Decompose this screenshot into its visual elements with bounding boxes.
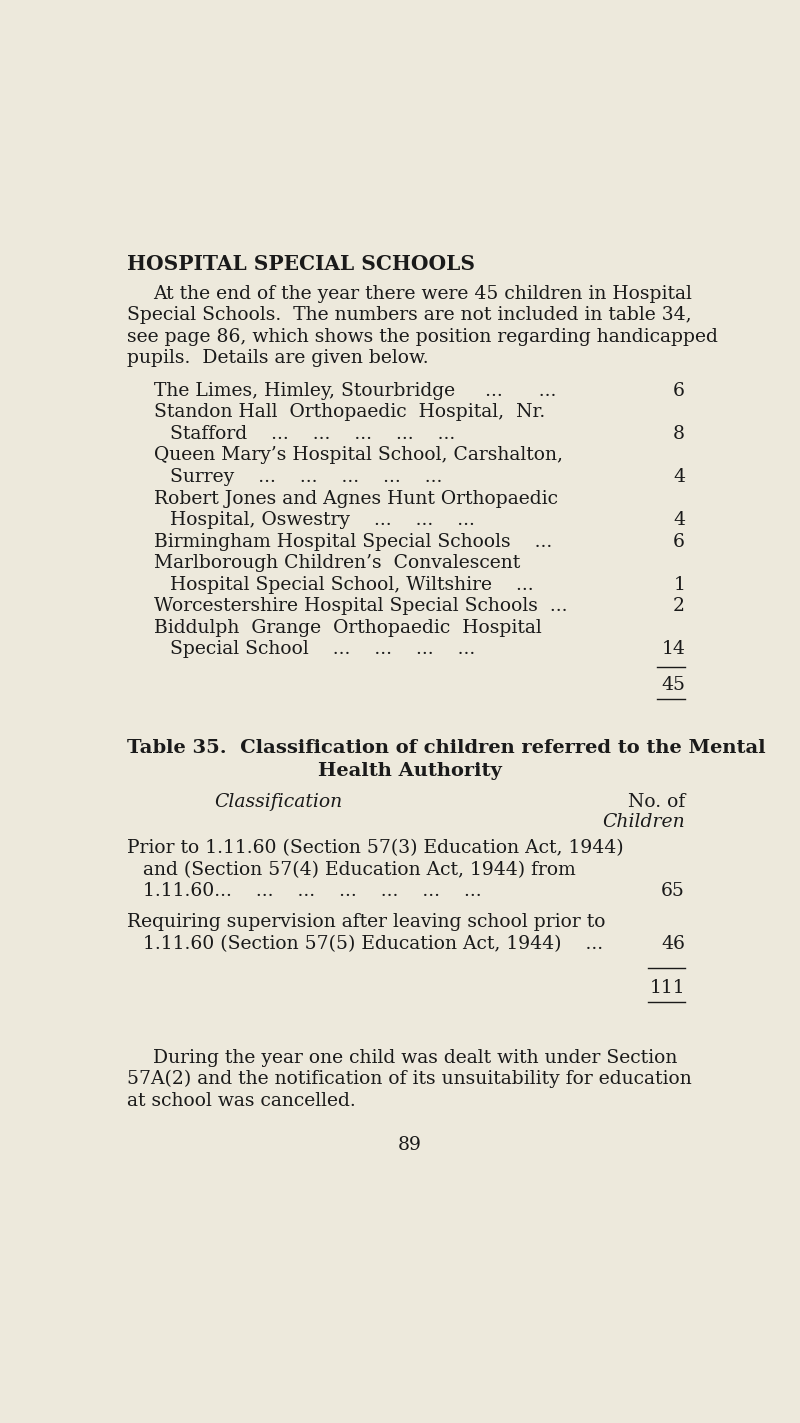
Text: 1.11.60...    ...    ...    ...    ...    ...    ...: 1.11.60... ... ... ... ... ... ... (142, 882, 482, 901)
Text: At the end of the year there were 45 children in Hospital: At the end of the year there were 45 chi… (153, 285, 691, 303)
Text: 1: 1 (674, 576, 685, 593)
Text: Biddulph  Grange  Orthopaedic  Hospital: Biddulph Grange Orthopaedic Hospital (154, 619, 542, 638)
Text: Worcestershire Hospital Special Schools  ...: Worcestershire Hospital Special Schools … (154, 598, 568, 615)
Text: Stafford    ...    ...    ...    ...    ...: Stafford ... ... ... ... ... (170, 425, 455, 443)
Text: Health Authority: Health Authority (318, 763, 502, 780)
Text: pupils.  Details are given below.: pupils. Details are given below. (127, 350, 429, 367)
Text: The Limes, Himley, Stourbridge     ...      ...: The Limes, Himley, Stourbridge ... ... (154, 381, 557, 400)
Text: 1.11.60 (Section 57(5) Education Act, 1944)    ...: 1.11.60 (Section 57(5) Education Act, 19… (142, 935, 602, 952)
Text: see page 86, which shows the position regarding handicapped: see page 86, which shows the position re… (127, 327, 718, 346)
Text: Special School    ...    ...    ...    ...: Special School ... ... ... ... (170, 640, 475, 659)
Text: 111: 111 (650, 979, 685, 998)
Text: During the year one child was dealt with under Section: During the year one child was dealt with… (153, 1049, 677, 1067)
Text: 65: 65 (662, 882, 685, 901)
Text: 6: 6 (674, 381, 685, 400)
Text: 89: 89 (398, 1137, 422, 1154)
Text: Children: Children (602, 813, 685, 831)
Text: Queen Mary’s Hospital School, Carshalton,: Queen Mary’s Hospital School, Carshalton… (154, 447, 563, 464)
Text: 2: 2 (673, 598, 685, 615)
Text: Table 35.  Classification of children referred to the Mental: Table 35. Classification of children ref… (127, 739, 766, 757)
Text: HOSPITAL SPECIAL SCHOOLS: HOSPITAL SPECIAL SCHOOLS (127, 253, 475, 273)
Text: Surrey    ...    ...    ...    ...    ...: Surrey ... ... ... ... ... (170, 468, 442, 487)
Text: 4: 4 (673, 511, 685, 529)
Text: Requiring supervision after leaving school prior to: Requiring supervision after leaving scho… (127, 914, 606, 931)
Text: Birmingham Hospital Special Schools    ...: Birmingham Hospital Special Schools ... (154, 532, 553, 551)
Text: Hospital, Oswestry    ...    ...    ...: Hospital, Oswestry ... ... ... (170, 511, 474, 529)
Text: Classification: Classification (214, 793, 342, 811)
Text: Robert Jones and Agnes Hunt Orthopaedic: Robert Jones and Agnes Hunt Orthopaedic (154, 490, 558, 508)
Text: Prior to 1.11.60 (Section 57(3) Education Act, 1944): Prior to 1.11.60 (Section 57(3) Educatio… (127, 840, 624, 857)
Text: at school was cancelled.: at school was cancelled. (127, 1091, 356, 1110)
Text: Marlborough Children’s  Convalescent: Marlborough Children’s Convalescent (154, 554, 521, 572)
Text: 46: 46 (662, 935, 685, 952)
Text: 4: 4 (673, 468, 685, 487)
Text: Standon Hall  Orthopaedic  Hospital,  Nr.: Standon Hall Orthopaedic Hospital, Nr. (154, 403, 546, 421)
Text: Special Schools.  The numbers are not included in table 34,: Special Schools. The numbers are not inc… (127, 306, 692, 324)
Text: 8: 8 (673, 425, 685, 443)
Text: 14: 14 (662, 640, 685, 659)
Text: Hospital Special School, Wiltshire    ...: Hospital Special School, Wiltshire ... (170, 576, 534, 593)
Text: No. of: No. of (628, 793, 685, 811)
Text: 57A(2) and the notification of its unsuitability for education: 57A(2) and the notification of its unsui… (127, 1070, 692, 1089)
Text: and (Section 57(4) Education Act, 1944) from: and (Section 57(4) Education Act, 1944) … (142, 861, 575, 878)
Text: 6: 6 (674, 532, 685, 551)
Text: 45: 45 (661, 676, 685, 694)
